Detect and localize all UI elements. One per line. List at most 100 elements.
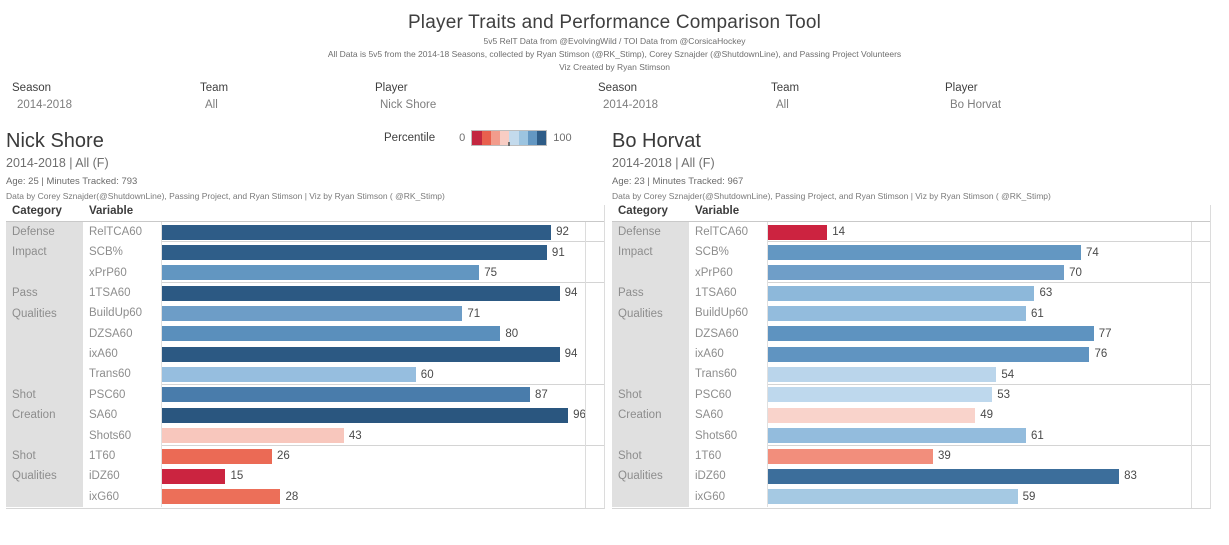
player-scope: 2014-2018 | All (F): [6, 156, 109, 170]
category-group: Impact SCB% 74 xPrP60 70: [612, 242, 1210, 284]
filter-season-left-value[interactable]: 2014-2018: [17, 99, 72, 111]
value-label: 63: [1039, 287, 1053, 300]
percentile-bar[interactable]: [768, 346, 1090, 362]
percentile-bar[interactable]: [162, 285, 560, 301]
percentile-bar[interactable]: [162, 306, 463, 322]
trait-row: SA60 96: [82, 405, 604, 426]
trait-row: 1T60 39: [688, 445, 1210, 467]
percentile-bar[interactable]: [768, 407, 976, 423]
percentile-bar[interactable]: [768, 387, 993, 403]
variable-label: ixA60: [688, 344, 768, 365]
variable-label: BuildUp60: [688, 303, 768, 324]
percentile-bar[interactable]: [768, 245, 1082, 261]
variable-label: ixG60: [688, 486, 768, 507]
bar-zone: 53: [768, 385, 1210, 405]
variable-label: SCB%: [688, 242, 768, 263]
bar-track: 39: [768, 446, 1191, 466]
value-label: 60: [420, 368, 434, 381]
subtitle-line-2: All Data is 5v5 from the 2014-18 Seasons…: [327, 49, 902, 59]
percentile-bar[interactable]: [768, 265, 1065, 281]
bar-zone: 70: [768, 263, 1210, 283]
filter-team-right-value[interactable]: All: [776, 99, 789, 111]
percentile-bar[interactable]: [162, 407, 569, 423]
player-name: Bo Horvat: [612, 130, 701, 152]
percentile-bar[interactable]: [162, 224, 552, 240]
variable-label: 1T60: [688, 445, 768, 467]
group-rows: 1TSA60 63 BuildUp60 61 DZSA60 77 ixA60 76 Trans6…: [688, 283, 1210, 385]
filter-season-right-value[interactable]: 2014-2018: [603, 99, 658, 111]
value-label: 43: [348, 429, 362, 442]
value-label: 83: [1124, 470, 1137, 483]
percentile-bar[interactable]: [768, 428, 1027, 444]
category-label: Shot Qualities: [612, 445, 688, 507]
group-rows: SCB% 91 xPrP60 75: [82, 242, 604, 284]
value-label: 54: [1001, 368, 1015, 381]
bar-track: 75: [162, 263, 585, 283]
legend-max-label: 100: [553, 132, 572, 144]
variable-label: 1TSA60: [688, 283, 768, 304]
group-rows: PSC60 87 SA60 96 Shots60 43: [82, 384, 604, 446]
percentile-bar[interactable]: [162, 428, 344, 444]
percentile-bar[interactable]: [162, 489, 281, 505]
filter-team-left: Team All: [200, 82, 228, 111]
bar-zone: 71: [162, 303, 604, 323]
percentile-bar[interactable]: [162, 387, 530, 403]
variable-label: RelTCA60: [82, 222, 162, 243]
variable-label: PSC60: [82, 384, 162, 406]
bar-track: 61: [768, 303, 1191, 323]
legend-color-strip[interactable]: [471, 130, 548, 146]
trait-row: xPrP60 75: [82, 262, 604, 284]
value-label: 26: [276, 450, 290, 463]
percentile-bar[interactable]: [768, 367, 997, 383]
legend-color-segment: [518, 131, 528, 145]
value-label: 28: [285, 490, 299, 503]
percentile-bar[interactable]: [768, 224, 828, 240]
percentile-bar[interactable]: [162, 326, 501, 342]
bar-track: 94: [162, 283, 585, 303]
filter-team-left-value[interactable]: All: [205, 99, 218, 111]
percentile-bar[interactable]: [162, 265, 480, 281]
group-rows: 1TSA60 94 BuildUp60 71 DZSA60 80 ixA60 94 Trans6…: [82, 283, 604, 385]
axis-gridline-100: [585, 222, 586, 508]
percentile-bar[interactable]: [162, 245, 547, 261]
filter-player-left-value[interactable]: Nick Shore: [380, 99, 437, 111]
percentile-bar[interactable]: [162, 448, 272, 464]
percentile-bar[interactable]: [162, 367, 416, 383]
trait-row: PSC60 53: [688, 384, 1210, 406]
variable-label: SCB%: [82, 242, 162, 263]
category-group: Shot Creation PSC60 53 SA60 49 Shots60 61: [612, 384, 1210, 446]
category-label: Shot Creation: [612, 384, 688, 446]
percentile-bar[interactable]: [768, 468, 1120, 484]
bar-track: 26: [162, 446, 585, 466]
percentile-bar[interactable]: [768, 306, 1027, 322]
category-group: Shot Creation PSC60 87 SA60 96 Shots60 43: [6, 384, 604, 446]
percentile-bar[interactable]: [162, 468, 226, 484]
bar-zone: 49: [768, 405, 1210, 425]
value-label: 75: [484, 266, 498, 279]
bar-track: 59: [768, 487, 1191, 507]
percentile-bar[interactable]: [768, 448, 933, 464]
trait-row: SCB% 91: [82, 242, 604, 263]
bar-zone: 76: [768, 344, 1210, 364]
percentile-bar[interactable]: [768, 326, 1094, 342]
value-label: 59: [1022, 490, 1036, 503]
legend-color-segment: [537, 131, 547, 145]
value-label: 71: [467, 307, 481, 320]
chart-body: Defense RelTCA60 14 Impact SCB% 74 xPrP60 70 Pas…: [612, 222, 1210, 507]
value-label: 96: [573, 409, 586, 422]
percentile-bar[interactable]: [768, 285, 1035, 301]
legend-color-segment: [481, 131, 491, 145]
category-column-header: Category: [618, 205, 668, 217]
player-header-bo-horvat: Bo Horvat 2014-2018 | All (F) Age: 23 | …: [612, 129, 1172, 201]
bar-track: 61: [768, 426, 1191, 446]
percentile-bar[interactable]: [768, 489, 1018, 505]
filter-player-right-value[interactable]: Bo Horvat: [950, 99, 1002, 111]
value-label: 53: [997, 388, 1010, 401]
player-credit: Data by Corey Sznajder(@ShutdownLine), P…: [612, 191, 1051, 201]
percentile-bar[interactable]: [162, 346, 560, 362]
subtitle-line-3: Viz Created by Ryan Stimson: [559, 62, 670, 72]
category-label: Shot Qualities: [6, 445, 82, 507]
category-group: Impact SCB% 91 xPrP60 75: [6, 242, 604, 284]
variable-label: xPrP60: [688, 262, 768, 284]
chart-column-headers: Category Variable: [6, 205, 604, 222]
